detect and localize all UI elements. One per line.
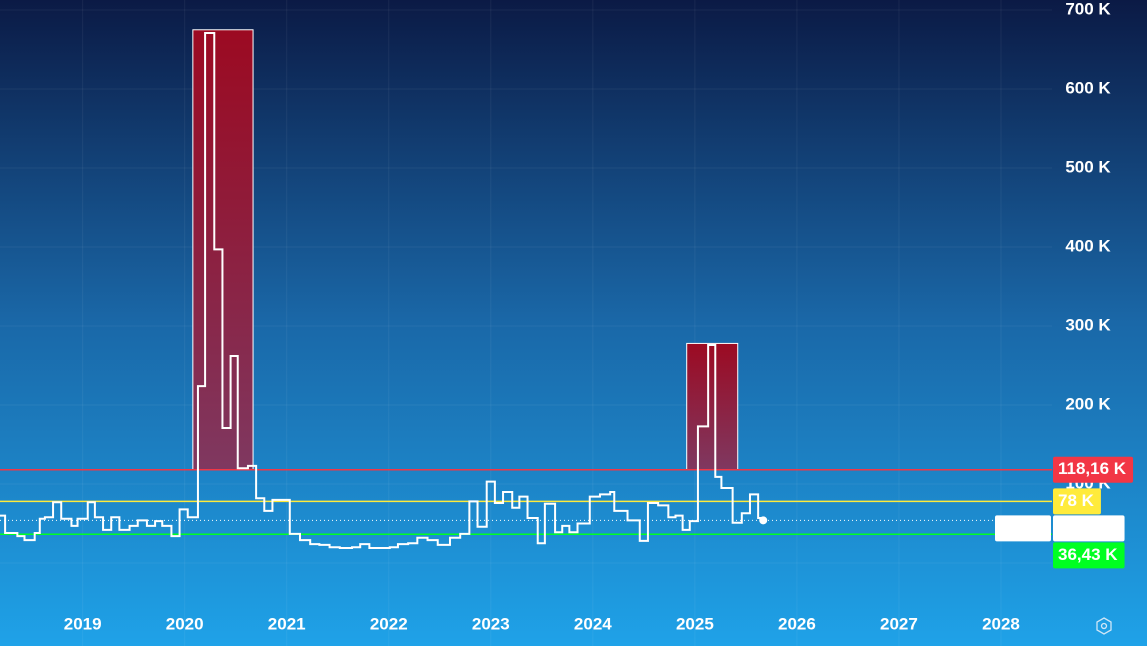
price-label: 36,43 K — [1053, 542, 1125, 569]
last-point — [759, 516, 768, 525]
step-line — [0, 31, 765, 550]
x-tick-label: 2023 — [472, 614, 510, 633]
settings-icon[interactable] — [1096, 617, 1112, 635]
y-tick-label: 200 K — [1065, 395, 1111, 414]
y-tick-label: 400 K — [1065, 237, 1111, 256]
price-label-box — [1053, 515, 1125, 542]
price-label: 118,16 K — [1053, 456, 1134, 483]
y-tick-label: 500 K — [1065, 158, 1111, 177]
x-tick-label: 2019 — [64, 614, 102, 633]
price-label-text: 78 K — [1058, 491, 1095, 510]
x-tick-label: 2021 — [268, 614, 306, 633]
x-tick-label: 2024 — [574, 614, 612, 633]
y-tick-label: 600 K — [1065, 79, 1111, 98]
x-tick-label: 2025 — [676, 614, 714, 633]
price-label-text: 54,06 K — [1058, 518, 1118, 537]
symbol-label-text: USJC — [1000, 518, 1045, 537]
price-label-box — [1053, 542, 1125, 569]
symbol-label: USJC — [995, 515, 1051, 542]
symbol-label-box — [995, 515, 1051, 542]
x-tick-label: 2028 — [982, 614, 1020, 633]
price-label-box — [1053, 488, 1101, 515]
price-label-box — [1053, 456, 1134, 483]
y-tick-label: 300 K — [1065, 316, 1111, 335]
x-tick-label: 2022 — [370, 614, 408, 633]
price-label: 54,06 K — [1053, 515, 1125, 542]
x-tick-label: 2026 — [778, 614, 816, 633]
x-tick-label: 2020 — [166, 614, 204, 633]
price-label: 78 K — [1053, 488, 1101, 515]
y-tick-label: 700 K — [1065, 0, 1111, 19]
highlight-box — [686, 342, 739, 471]
x-tick-label: 2027 — [880, 614, 918, 633]
price-label-text: 118,16 K — [1058, 459, 1127, 478]
price-label-text: 36,43 K — [1058, 545, 1118, 564]
